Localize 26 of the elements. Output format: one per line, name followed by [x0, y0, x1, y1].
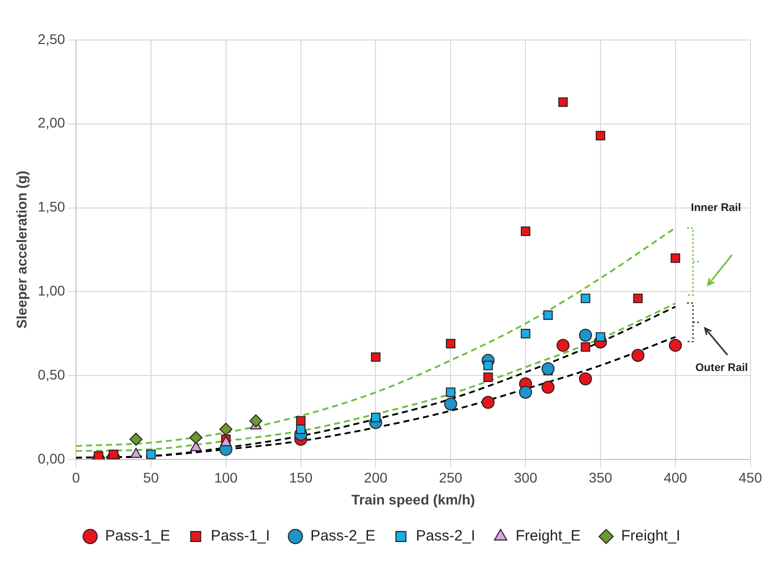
x-tick-label: 350 — [588, 470, 612, 486]
x-tick-label: 50 — [143, 470, 159, 486]
y-tick-label: 1,50 — [38, 198, 66, 215]
y-tick-label: 2,00 — [38, 114, 66, 131]
legend-label: Pass-1_I — [210, 528, 270, 545]
x-tick-label: 0 — [72, 470, 80, 486]
x-tick-label: 300 — [514, 470, 538, 486]
y-tick-label: 0,50 — [38, 366, 66, 382]
annotation: Outer Rail — [695, 362, 748, 374]
legend-label: Freight_I — [621, 528, 680, 545]
x-tick-label: 150 — [289, 470, 313, 486]
x-tick-label: 200 — [364, 470, 388, 486]
y-tick-label: 2,50 — [38, 30, 66, 47]
y-tick-label: 1,00 — [38, 282, 66, 298]
y-axis-title: Sleeper acceleration (g) — [13, 170, 30, 329]
annotation: Inner Rail — [690, 202, 742, 214]
legend-label: Pass-1_E — [105, 528, 170, 545]
legend-label: Freight_E — [516, 528, 581, 545]
x-tick-label: 250 — [438, 470, 463, 486]
legend-label: Pass-2_E — [310, 528, 376, 545]
x-axis-title: Train speed (km/h) — [351, 491, 476, 508]
x-tick-label: 400 — [664, 470, 688, 486]
legend-label: Pass-2_I — [416, 528, 476, 545]
x-tick-label: 100 — [214, 470, 238, 486]
x-tick-label: 450 — [738, 470, 762, 486]
y-tick-label: 0,00 — [38, 450, 66, 466]
